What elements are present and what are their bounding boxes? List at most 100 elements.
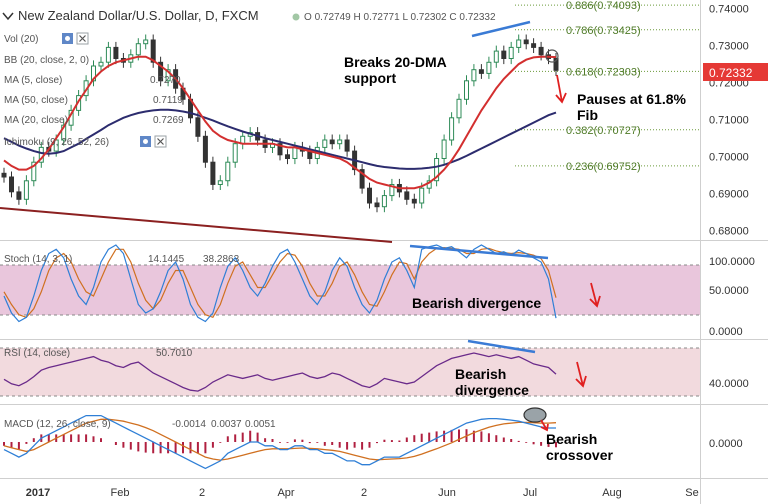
chevron-down-icon[interactable] — [2, 12, 14, 21]
ohlc-low-label: L — [402, 12, 408, 23]
close-icon[interactable] — [154, 135, 167, 148]
fib-level-label: 0.236(0.69752) — [566, 161, 641, 173]
candle-body — [113, 46, 119, 60]
annotation-stoch-divergence: Bearish divergence — [412, 295, 541, 311]
stoch-k-line — [3, 244, 557, 323]
stoch-k-value: 14.1445 — [148, 254, 185, 265]
price-focus-circle — [545, 49, 559, 63]
macd-signal-value: 0.0051 — [245, 419, 276, 430]
price-divergence-line — [471, 20, 531, 38]
indicator-vol[interactable]: Vol (20) — [4, 34, 38, 45]
indicator-ma50[interactable]: MA (50, close) — [4, 95, 68, 106]
indicator-ichimoku[interactable]: Ichimoku (9, 26, 52, 26) — [4, 137, 109, 148]
candle-body — [456, 98, 462, 119]
ohlc-low: 0.72302 — [410, 12, 447, 23]
rsi-line — [3, 352, 557, 392]
indicator-ma5-value: 0.7270 — [150, 75, 181, 86]
candle-body — [449, 117, 455, 141]
fib-level-label: 0.618(0.72303) — [566, 66, 641, 78]
ohlc-open: 0.72749 — [315, 12, 352, 23]
ohlc-open-label: O — [304, 12, 312, 23]
price-axis-tick: 0.69000 — [709, 189, 749, 201]
candle-body — [195, 117, 201, 137]
indicator-ma50-value: 0.7119 — [153, 95, 183, 106]
candle-body — [374, 202, 380, 208]
macd-hist-value: -0.0014 — [172, 419, 206, 430]
candle-body — [486, 61, 492, 74]
candle-body — [91, 65, 96, 82]
time-axis-tick: Jul — [523, 487, 537, 499]
candle-body — [150, 39, 156, 63]
annotation-breaks-20dma-line2: support — [344, 70, 396, 86]
candle-body — [501, 50, 507, 59]
candle-body — [404, 191, 410, 200]
live-status-dot — [292, 13, 300, 21]
stoch-axis-100: 100.0000 — [709, 256, 755, 268]
time-axis-tick: Se — [685, 487, 698, 499]
time-axis-tick: Feb — [111, 487, 130, 499]
candle-body — [98, 61, 104, 67]
rsi-label[interactable]: RSI (14, close) — [4, 348, 70, 359]
fib-level-label: 0.886(0.74093) — [566, 0, 641, 12]
stoch-d-line — [3, 246, 557, 319]
indicator-ma5[interactable]: MA (5, close) — [4, 75, 62, 86]
downtrend-line — [0, 207, 393, 243]
svg-text:O 0.72749 H 0.72771 L 0.72302: O 0.72749 H 0.72771 L 0.72302 C 0.72332 — [304, 12, 496, 23]
stoch-d-value: 38.2863 — [203, 254, 240, 265]
indicator-ma20-value: 0.7269 — [153, 115, 184, 126]
candle-body — [329, 139, 335, 145]
candle-body — [158, 61, 164, 82]
settings-icon[interactable] — [140, 136, 151, 147]
fib-level-label: 0.382(0.70727) — [566, 125, 641, 137]
candle-body — [23, 180, 29, 200]
rsi-axis-40: 40.0000 — [709, 378, 749, 390]
candle-body — [277, 143, 283, 156]
macd-label[interactable]: MACD (12, 26, close, 9) — [4, 419, 111, 430]
candle-body — [478, 69, 484, 74]
time-axis-tick: 2 — [199, 487, 205, 499]
rsi-value: 50.7010 — [156, 348, 193, 359]
annotation-pauses-fib: Pauses at 61.8% — [577, 91, 687, 107]
candle-body — [9, 176, 14, 193]
indicator-bb[interactable]: BB (20, close, 2, 0) — [4, 55, 89, 66]
macd-signal-line — [3, 418, 557, 461]
time-axis-tick: 2017 — [26, 487, 50, 499]
price-axis-tick: 0.71000 — [709, 115, 749, 127]
candle-body — [31, 161, 37, 182]
time-axis-tick: 2 — [361, 487, 367, 499]
fib-level-label: 0.786(0.73425) — [566, 25, 641, 37]
stoch-label[interactable]: Stoch (14, 3, 1) — [4, 254, 72, 265]
candle-body — [367, 187, 372, 204]
indicator-ma20[interactable]: MA (20, close) — [4, 115, 68, 126]
candle-body — [419, 187, 425, 204]
annotation-macd-crossover-line2: crossover — [546, 447, 613, 463]
candle-body — [225, 161, 231, 182]
annotation-macd-crossover: Bearish — [546, 431, 597, 447]
rsi-divergence-line — [467, 339, 536, 354]
stoch-axis-50: 50.0000 — [709, 285, 749, 297]
ohlc-high-label: H — [354, 12, 361, 23]
ma50-line — [3, 108, 557, 170]
arrow-down-macd — [540, 419, 549, 432]
time-axis-tick: Apr — [277, 487, 294, 499]
candle-body — [523, 39, 529, 45]
price-axis-tick: 0.70000 — [709, 152, 749, 164]
candle-body — [202, 135, 208, 163]
arrow-down-price — [555, 74, 567, 104]
settings-icon[interactable] — [62, 33, 73, 44]
macd-line — [3, 414, 556, 470]
ohlc-close-label: C — [449, 12, 456, 23]
candle-body — [210, 161, 216, 185]
time-axis-tick: Aug — [602, 487, 622, 499]
rsi-band-bg — [0, 348, 700, 396]
macd-axis-0: 0.0000 — [709, 438, 743, 450]
candle-body — [135, 43, 141, 56]
annotation-breaks-20dma: Breaks 20-DMA — [344, 54, 447, 70]
ohlc-close: 0.72332 — [459, 12, 496, 23]
close-icon[interactable] — [76, 32, 89, 45]
candle-body — [381, 195, 387, 208]
candle-body — [471, 69, 477, 82]
stoch-divergence-line — [409, 244, 549, 260]
candle-body — [389, 184, 395, 197]
arrow-down-rsi — [575, 361, 587, 388]
